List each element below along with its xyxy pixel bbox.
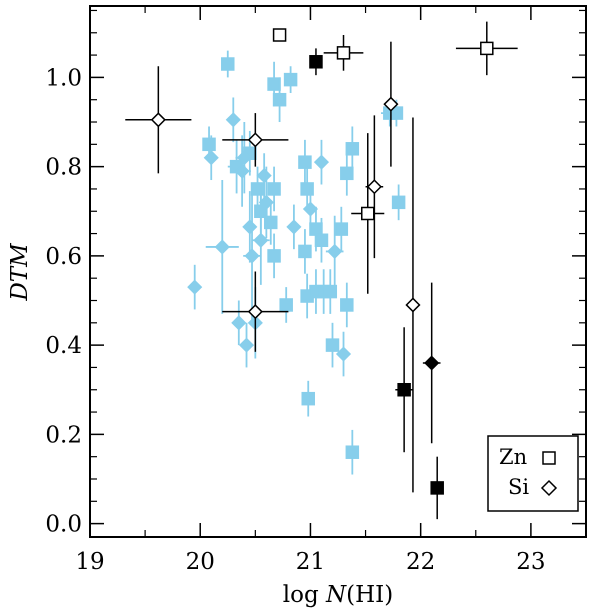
diamond-marker bbox=[256, 168, 272, 184]
diamond-marker bbox=[327, 243, 343, 259]
square-marker bbox=[345, 142, 360, 156]
square-marker bbox=[314, 233, 329, 248]
diamond-marker bbox=[247, 304, 263, 320]
diamond-marker bbox=[203, 150, 219, 166]
square-marker bbox=[325, 338, 340, 352]
diamond-marker bbox=[286, 219, 302, 235]
square-marker bbox=[430, 481, 444, 495]
square-marker bbox=[298, 244, 312, 259]
y-tick-label: 0.6 bbox=[45, 244, 82, 270]
square-marker bbox=[340, 166, 354, 181]
legend-open-diamond-icon bbox=[540, 479, 558, 497]
y-tick-label: 0.0 bbox=[45, 512, 82, 538]
square-marker bbox=[340, 298, 354, 312]
square-marker bbox=[336, 46, 351, 60]
square-marker bbox=[361, 206, 375, 221]
square-marker bbox=[323, 284, 338, 299]
square-marker bbox=[480, 41, 494, 56]
square-marker bbox=[298, 155, 312, 169]
square-marker bbox=[267, 77, 281, 91]
diamond-marker bbox=[214, 239, 230, 255]
diamond-marker bbox=[253, 232, 269, 248]
diamond-marker bbox=[236, 150, 252, 166]
square-marker bbox=[267, 182, 281, 196]
axis-ticks bbox=[89, 6, 587, 537]
y-axis-label: DTM bbox=[7, 242, 33, 302]
square-marker bbox=[301, 391, 315, 406]
x-tick-label: 23 bbox=[516, 549, 545, 575]
diamond-marker bbox=[247, 132, 263, 148]
square-marker bbox=[309, 222, 323, 236]
square-marker bbox=[267, 249, 281, 263]
diamond-marker bbox=[335, 346, 352, 362]
square-marker bbox=[272, 92, 287, 107]
tick-labels: 19 20 21 22 23 0.0 0.2 0.4 0.6 0.8 1.0 bbox=[45, 65, 545, 575]
diamond-marker bbox=[187, 279, 203, 295]
legend-open-square-icon bbox=[542, 451, 556, 465]
data-marks bbox=[125, 21, 518, 520]
legend: Zn Si bbox=[487, 435, 579, 512]
legend-label-zn: Zn bbox=[499, 445, 527, 469]
diamond-marker bbox=[366, 179, 382, 195]
diamond-marker bbox=[238, 337, 255, 353]
y-tick-label: 0.2 bbox=[45, 422, 82, 448]
y-tick-label: 0.4 bbox=[45, 333, 82, 359]
diamond-marker bbox=[150, 112, 166, 128]
square-marker bbox=[202, 137, 216, 152]
square-marker bbox=[397, 382, 411, 397]
x-tick-label: 20 bbox=[186, 549, 215, 575]
square-marker bbox=[391, 195, 406, 210]
square-marker bbox=[283, 72, 298, 87]
diamond-marker bbox=[302, 201, 319, 217]
diamond-marker bbox=[242, 219, 258, 235]
diamond-marker bbox=[258, 194, 274, 210]
square-marker bbox=[272, 28, 287, 42]
x-tick-label: 19 bbox=[75, 549, 104, 575]
square-marker bbox=[334, 222, 349, 236]
square-marker bbox=[264, 215, 278, 230]
legend-box bbox=[487, 435, 579, 512]
diamond-marker bbox=[234, 163, 250, 179]
square-marker bbox=[279, 298, 293, 312]
x-tick-label: 21 bbox=[296, 549, 325, 575]
diamond-marker bbox=[313, 154, 330, 170]
y-tick-label: 0.8 bbox=[45, 155, 82, 181]
square-marker bbox=[221, 57, 235, 71]
plot-frame bbox=[89, 5, 587, 538]
diamond-marker bbox=[405, 297, 421, 313]
x-axis-label: log N(HI) bbox=[283, 582, 393, 608]
x-tick-label: 22 bbox=[406, 549, 435, 575]
square-marker bbox=[345, 445, 360, 459]
diamond-marker bbox=[383, 96, 399, 112]
square-marker bbox=[309, 55, 323, 69]
diamond-marker bbox=[231, 315, 247, 331]
legend-label-si: Si bbox=[508, 475, 529, 499]
diamond-marker bbox=[424, 355, 440, 371]
diamond-marker bbox=[225, 112, 241, 128]
diamond-marker bbox=[244, 248, 260, 264]
y-tick-label: 1.0 bbox=[45, 65, 82, 91]
